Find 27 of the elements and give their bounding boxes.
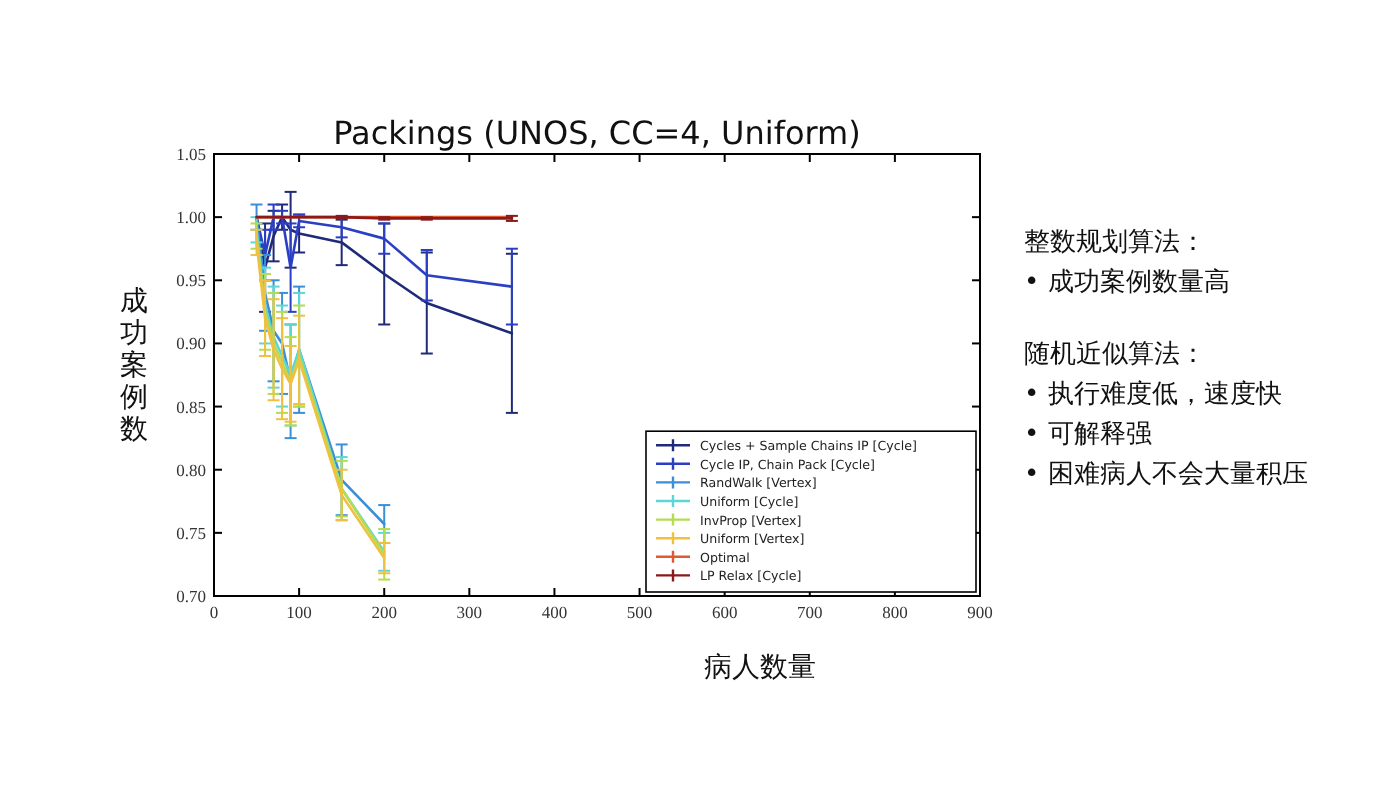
x-tick-label: 700 bbox=[797, 602, 823, 622]
text: • 执行难度低，速度快 bbox=[1024, 378, 1282, 410]
y-tick-label: 0.80 bbox=[176, 459, 206, 480]
text: 整数规划算法： bbox=[1024, 228, 1206, 258]
x-tick-label: 0 bbox=[209, 602, 219, 622]
x-tick-label: 100 bbox=[286, 602, 312, 622]
y-tick-label: 0.70 bbox=[176, 586, 206, 606]
text: • 成功案例数量高 bbox=[1024, 266, 1230, 298]
y-axis-title: 成功案例数 bbox=[120, 286, 148, 446]
x-tick-label: 900 bbox=[967, 602, 993, 622]
x-tick-label: 600 bbox=[711, 602, 738, 622]
y-tick-label: 0.75 bbox=[176, 522, 206, 543]
chart-title: Packings (UNOS, CC=4, Uniform) bbox=[333, 114, 861, 152]
y-tick-label: 1.05 bbox=[176, 144, 206, 164]
x-tick-label: 200 bbox=[371, 602, 397, 622]
y-tick-label: 0.85 bbox=[176, 396, 206, 417]
x-tick-label: 400 bbox=[541, 602, 568, 622]
x-tick-label: 800 bbox=[882, 602, 908, 622]
text: • 困难病人不会大量积压 bbox=[1024, 460, 1308, 490]
x-axis-title: 病人数量 bbox=[704, 652, 816, 684]
x-tick-label: 500 bbox=[626, 602, 653, 622]
text: • 可解释强 bbox=[1024, 420, 1152, 450]
text: 随机近似算法： bbox=[1024, 340, 1206, 370]
y-tick-label: 1.00 bbox=[176, 207, 206, 228]
y-tick-label: 0.95 bbox=[176, 270, 206, 291]
x-tick-label: 300 bbox=[456, 602, 483, 622]
y-tick-label: 0.90 bbox=[176, 333, 206, 354]
